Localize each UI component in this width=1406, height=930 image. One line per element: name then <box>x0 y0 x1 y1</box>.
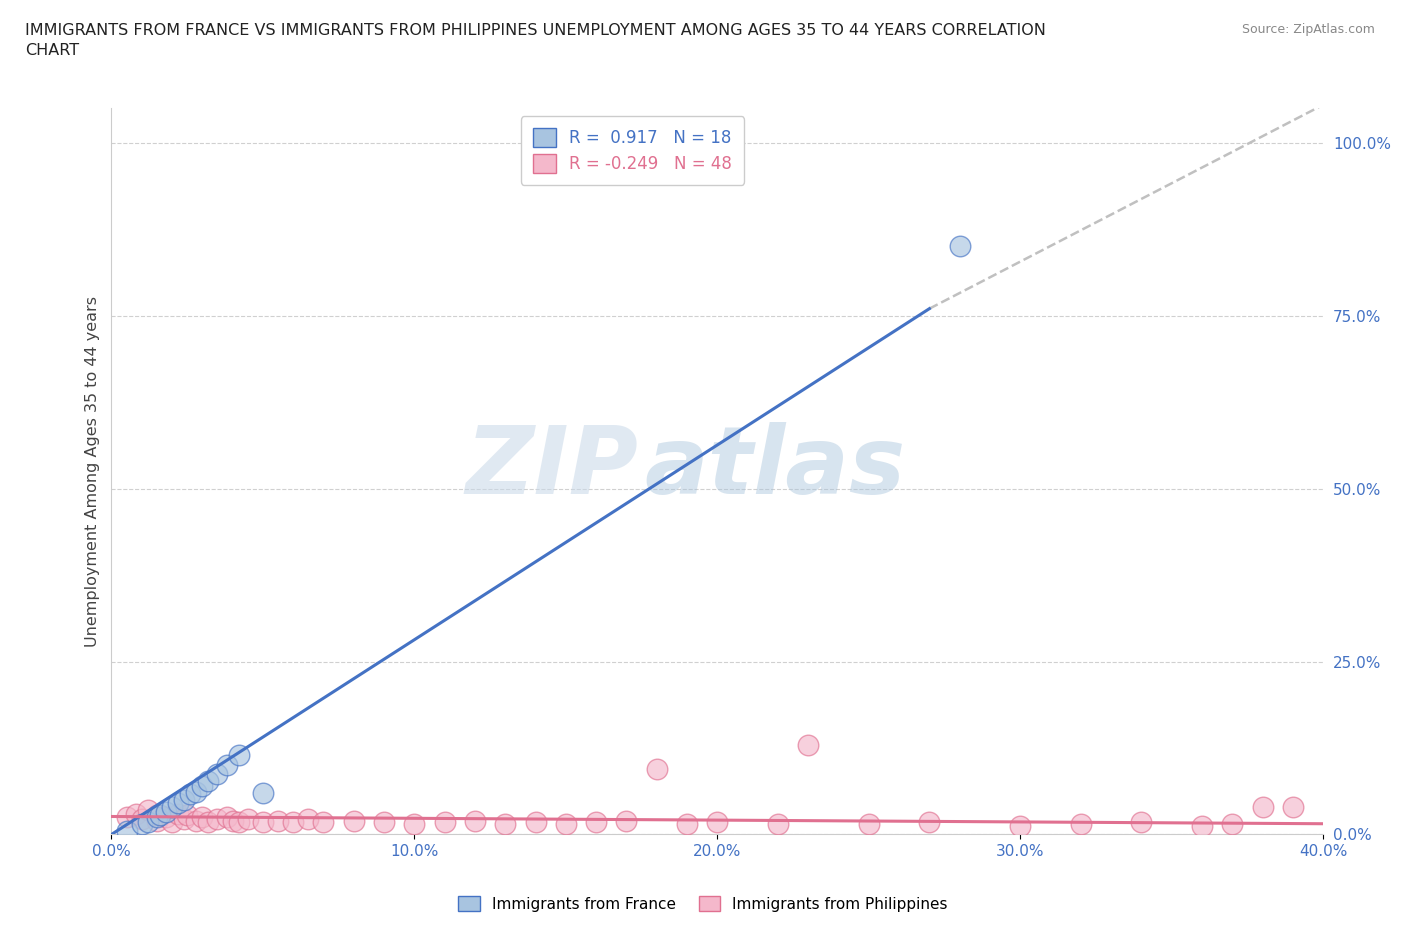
Point <box>312 815 335 830</box>
Point <box>146 813 169 828</box>
Point <box>191 810 214 825</box>
Point <box>179 787 201 802</box>
Point <box>176 807 198 822</box>
Point <box>1070 817 1092 831</box>
Point <box>215 810 238 825</box>
Point <box>252 786 274 801</box>
Point <box>676 817 699 831</box>
Point <box>160 800 183 815</box>
Point <box>267 813 290 828</box>
Point <box>585 815 607 830</box>
Point <box>228 748 250 763</box>
Point <box>433 815 456 830</box>
Text: ZIP: ZIP <box>465 421 638 513</box>
Point <box>155 810 177 825</box>
Point <box>283 815 305 830</box>
Point <box>149 807 172 822</box>
Point <box>1130 815 1153 830</box>
Point <box>155 804 177 819</box>
Point <box>124 806 146 821</box>
Point <box>1282 800 1305 815</box>
Point <box>167 806 190 821</box>
Legend: R =  0.917   N = 18, R = -0.249   N = 48: R = 0.917 N = 18, R = -0.249 N = 48 <box>522 116 744 185</box>
Point <box>207 766 229 781</box>
Point <box>373 815 395 830</box>
Point <box>343 813 366 828</box>
Point <box>524 815 547 830</box>
Point <box>858 817 880 831</box>
Point <box>1010 818 1032 833</box>
Point <box>297 812 319 827</box>
Point <box>645 762 668 777</box>
Point <box>918 815 941 830</box>
Point <box>197 773 219 788</box>
Point <box>797 737 820 752</box>
Point <box>215 758 238 773</box>
Point <box>1191 818 1213 833</box>
Point <box>1222 817 1244 831</box>
Point <box>197 815 219 830</box>
Text: atlas: atlas <box>644 421 905 513</box>
Point <box>186 784 208 799</box>
Text: Source: ZipAtlas.com: Source: ZipAtlas.com <box>1241 23 1375 36</box>
Point <box>207 812 229 827</box>
Point <box>186 813 208 828</box>
Point <box>1251 800 1274 815</box>
Point <box>221 813 243 828</box>
Point <box>404 817 426 831</box>
Point <box>160 815 183 830</box>
Point <box>173 792 195 807</box>
Point <box>146 810 169 825</box>
Point <box>236 812 259 827</box>
Point <box>252 815 274 830</box>
Point <box>136 815 159 830</box>
Point <box>146 807 169 822</box>
Point <box>228 815 250 830</box>
Legend: Immigrants from France, Immigrants from Philippines: Immigrants from France, Immigrants from … <box>453 889 953 918</box>
Point <box>766 817 789 831</box>
Point <box>167 796 190 811</box>
Point <box>115 810 138 825</box>
Point <box>949 239 972 254</box>
Point <box>616 813 638 828</box>
Point <box>706 815 728 830</box>
Point <box>136 803 159 817</box>
Point <box>131 812 153 827</box>
Point <box>191 778 214 793</box>
Point <box>131 817 153 831</box>
Point <box>494 817 516 831</box>
Point <box>115 824 138 839</box>
Point <box>464 813 486 828</box>
Point <box>554 817 576 831</box>
Point <box>173 812 195 827</box>
Y-axis label: Unemployment Among Ages 35 to 44 years: Unemployment Among Ages 35 to 44 years <box>86 296 100 646</box>
Text: IMMIGRANTS FROM FRANCE VS IMMIGRANTS FROM PHILIPPINES UNEMPLOYMENT AMONG AGES 35: IMMIGRANTS FROM FRANCE VS IMMIGRANTS FRO… <box>25 23 1046 58</box>
